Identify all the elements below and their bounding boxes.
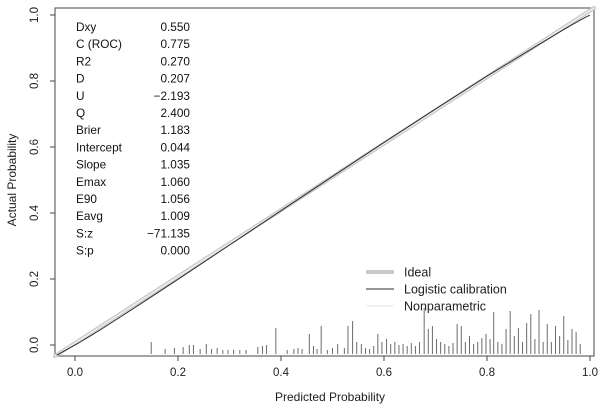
stat-label: C (ROC)	[76, 37, 122, 51]
stat-label: Q	[76, 106, 85, 120]
stat-label: R2	[76, 54, 91, 68]
stat-value: 0.775	[160, 37, 190, 51]
stat-value: −2.193	[154, 89, 191, 103]
stat-value: 1.009	[160, 209, 190, 223]
stat-value: 1.060	[160, 175, 190, 189]
stat-value: 0.270	[160, 54, 190, 68]
y-tick-label: 1.0	[29, 7, 41, 23]
stat-value: 0.000	[160, 244, 190, 258]
stat-label: Intercept	[76, 140, 123, 154]
y-tick-label: 0.4	[29, 204, 41, 221]
stat-value: 1.056	[160, 192, 190, 206]
stat-value: 0.207	[160, 72, 190, 86]
y-axis-title: Actual Probability	[5, 134, 19, 227]
stat-value: 0.044	[160, 140, 190, 154]
stat-label: E90	[76, 192, 97, 206]
legend-label: Logistic calibration	[404, 283, 507, 297]
x-tick-label: 0.4	[273, 367, 290, 379]
legend-label: Ideal	[404, 266, 431, 280]
series-line-logistic-calibration	[56, 14, 590, 356]
plot-frame	[54, 7, 595, 357]
stat-value: 1.035	[160, 158, 190, 172]
x-tick-label: 0.6	[376, 367, 392, 379]
x-axis-title: Predicted Probability	[275, 390, 385, 404]
stat-value: −71.135	[147, 226, 190, 240]
y-tick-label: 0.6	[29, 139, 41, 155]
x-tick-label: 0.8	[479, 367, 495, 379]
stat-label: Slope	[76, 158, 107, 172]
stat-value: 1.183	[160, 123, 190, 137]
stat-label: Brier	[76, 123, 101, 137]
x-tick-label: 1.0	[582, 367, 598, 379]
y-tick-label: 0.2	[29, 271, 41, 287]
legend-label: Nonparametric	[404, 300, 486, 314]
stat-label: Emax	[76, 175, 106, 189]
y-tick-label: 0.0	[29, 337, 41, 353]
stat-label: U	[76, 89, 85, 103]
y-tick-label: 0.8	[29, 73, 41, 89]
stat-label: S:p	[76, 244, 94, 258]
x-tick-label: 0.0	[67, 367, 83, 379]
stat-value: 0.550	[160, 20, 190, 34]
stat-label: D	[76, 72, 85, 86]
stat-value: 2.400	[160, 106, 190, 120]
stat-label: Eavg	[76, 209, 103, 223]
stat-label: S:z	[76, 226, 93, 240]
x-tick-label: 0.2	[170, 367, 186, 379]
stat-label: Dxy	[76, 20, 96, 34]
